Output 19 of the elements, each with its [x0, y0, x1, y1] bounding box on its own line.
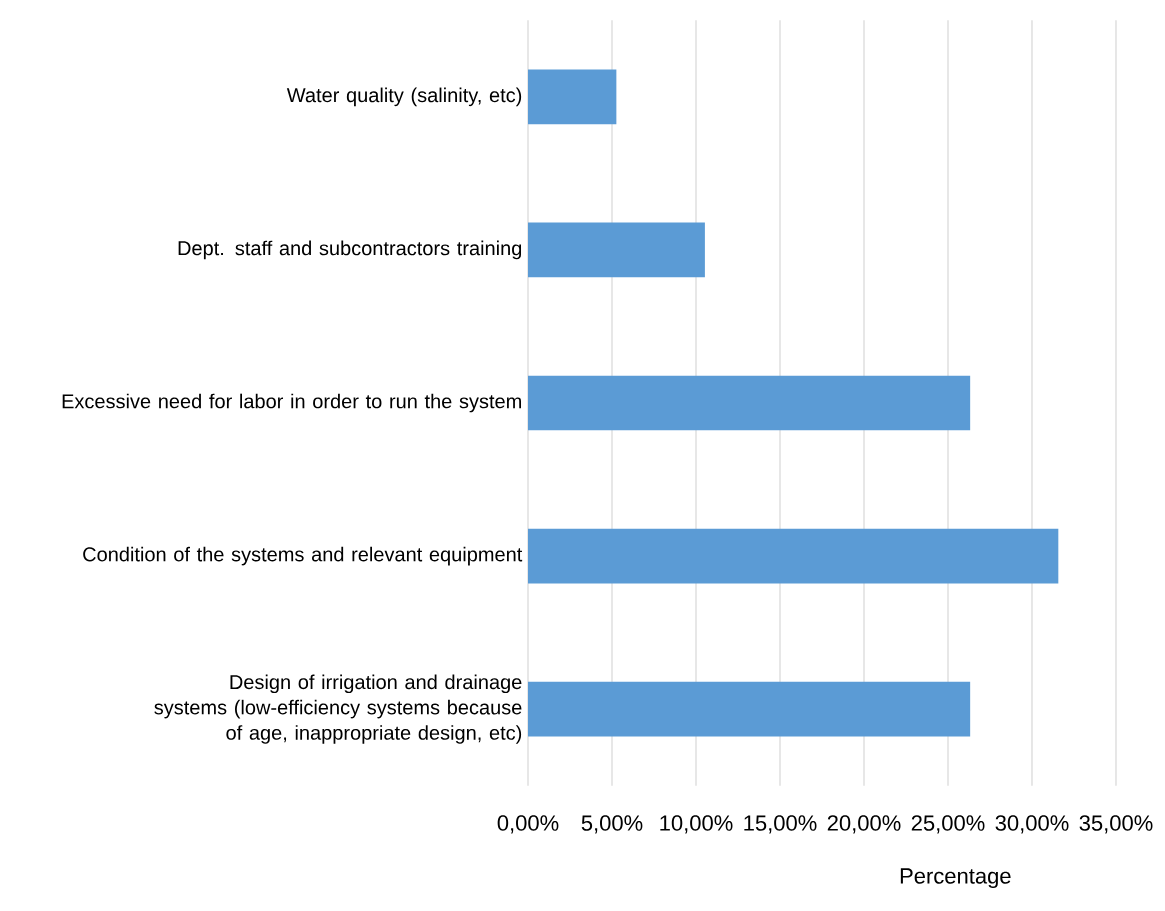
y-tick-label: Design of irrigation and drainage systems (low-efficiency systems because of age, inappropriate design, etc)	[154, 674, 522, 744]
bar	[528, 375, 971, 431]
x-tick-label: 35,00%	[1079, 815, 1153, 834]
y-tick-label: Water quality (salinity, etc)	[286, 87, 522, 107]
y-tick-label: Excessive need for labor in order to run the system	[62, 393, 521, 413]
x-tick-label: 25,00%	[911, 815, 985, 834]
bar	[528, 69, 617, 125]
y-tick-label: Dept. staff and subcontractors training	[178, 240, 522, 260]
bar	[528, 681, 971, 737]
x-tick-label: 5,00%	[581, 815, 643, 834]
x-tick-label: 15,00%	[744, 815, 817, 834]
bar	[528, 528, 1059, 584]
y-tick-label: Condition of the systems and relevant equipment	[83, 546, 523, 566]
x-tick-label: 0,00%	[497, 815, 559, 834]
bar	[528, 222, 705, 278]
x-tick-label: 10,00%	[660, 815, 733, 834]
x-tick-label: 30,00%	[995, 815, 1069, 834]
x-axis-title: Percentage	[900, 868, 1011, 889]
x-tick-label: 20,00%	[827, 815, 901, 834]
